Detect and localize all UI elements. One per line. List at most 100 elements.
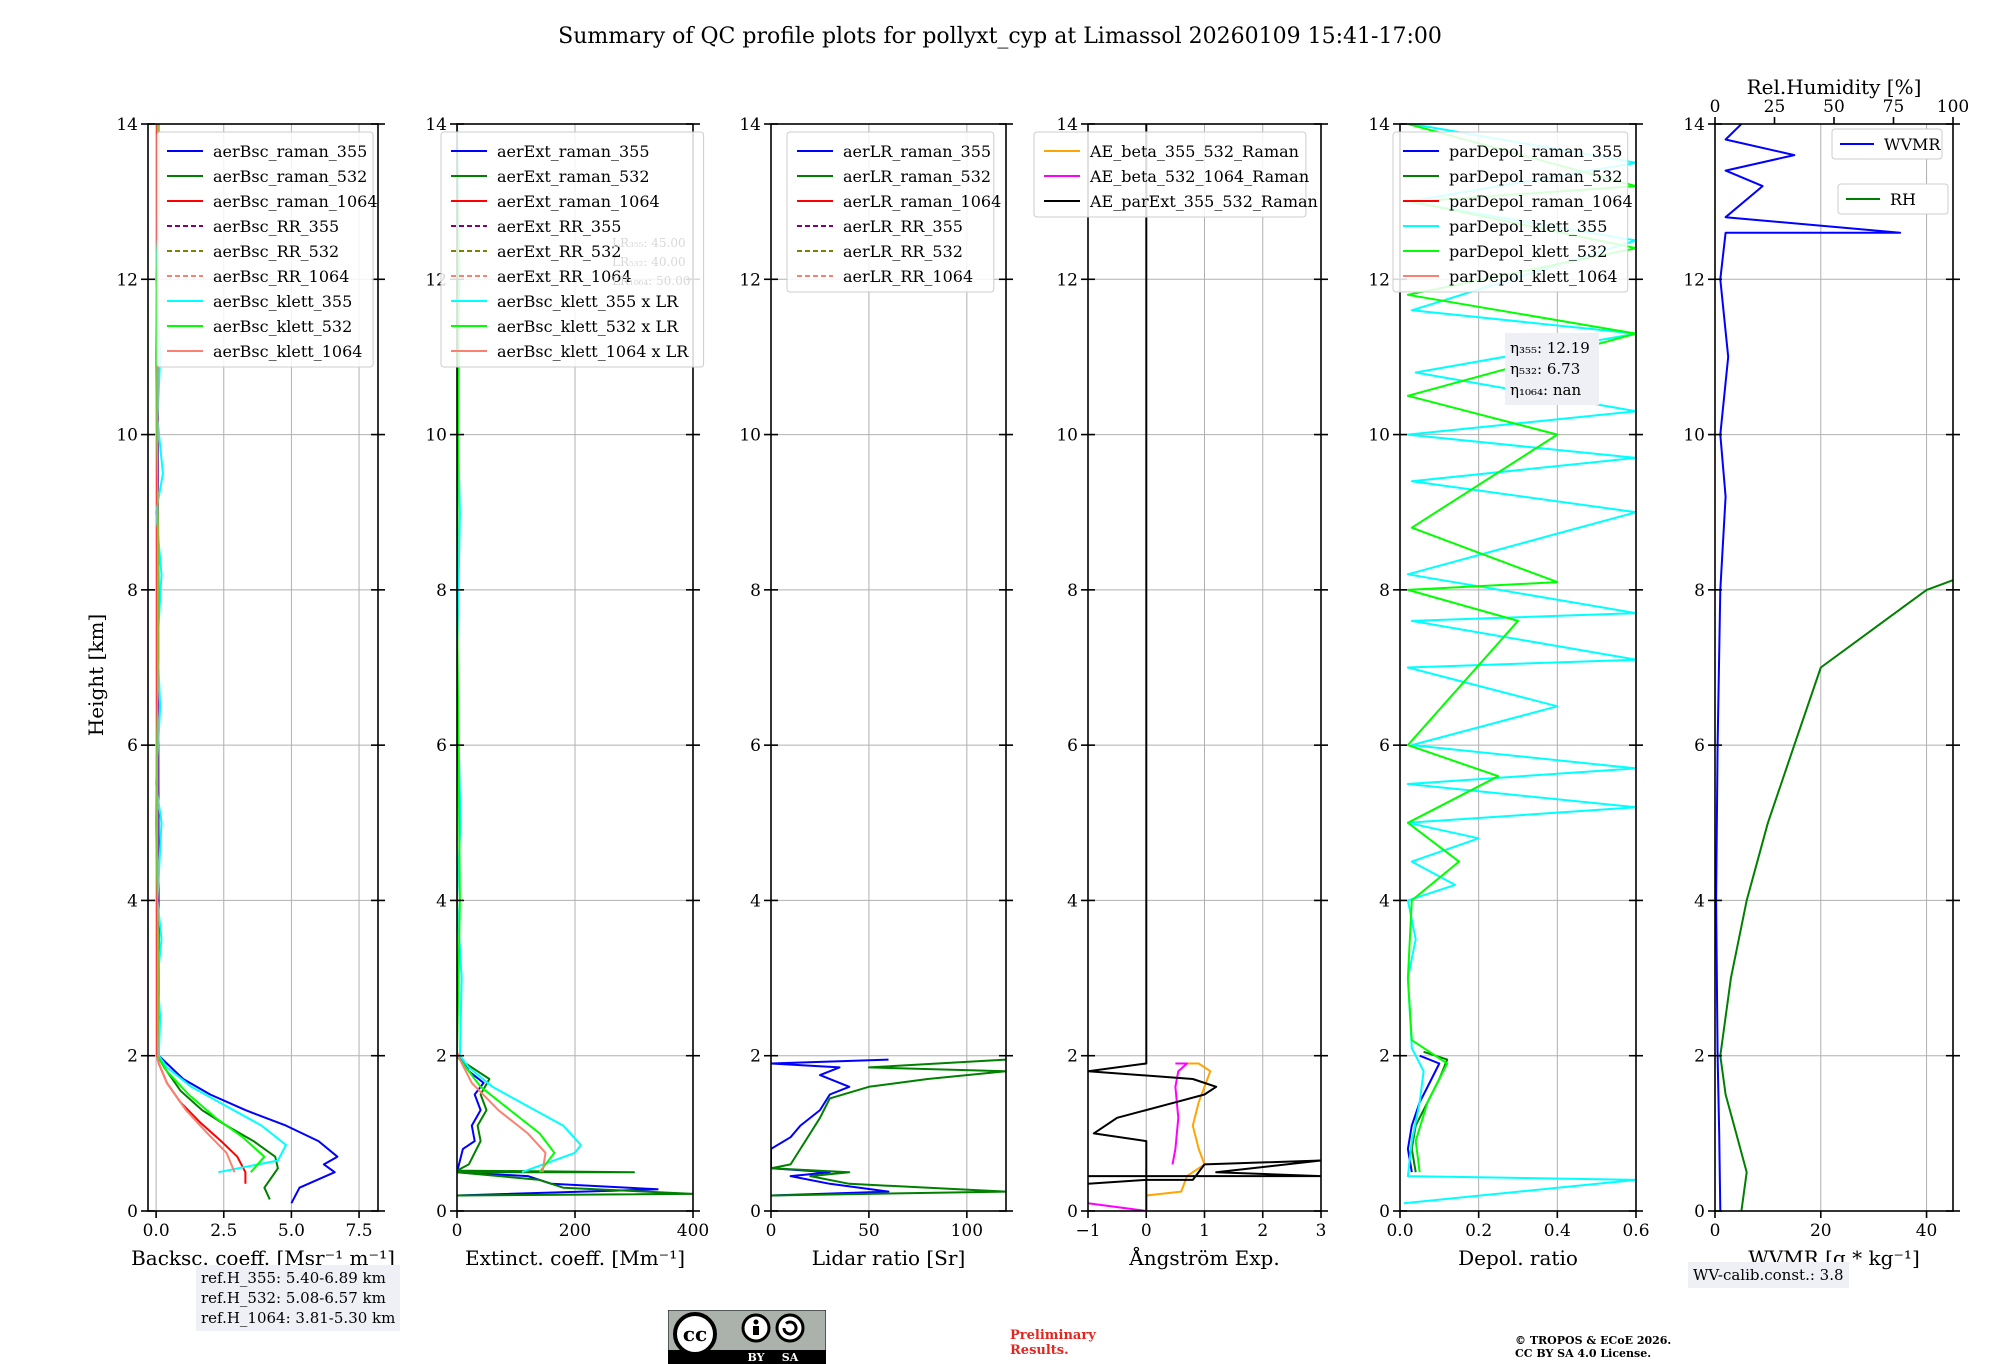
legend-label: parDepol_klett_532 (1449, 242, 1607, 261)
x-tick-label: 40 (1916, 1221, 1938, 1241)
x-tick-label: 0 (452, 1221, 463, 1241)
y-tick-label: 2 (1379, 1047, 1390, 1067)
legend-label: aerBsc_klett_355 (213, 292, 352, 311)
x-tick-label: 100 (951, 1221, 983, 1241)
svg-text:cc: cc (683, 1322, 707, 1346)
x-tick-label: 400 (677, 1221, 709, 1241)
ref-heights-box: ref.H_355: 5.40-6.89 km ref.H_532: 5.08-… (196, 1265, 401, 1331)
legend-box (1831, 128, 1943, 160)
x-tick-label: 0.4 (1544, 1221, 1571, 1241)
legend-label: aerBsc_klett_532 x LR (497, 317, 679, 336)
y-tick-label: 6 (1067, 736, 1078, 756)
y-tick-label: 10 (425, 426, 447, 446)
top-axis-label: Rel.Humidity [%] (1747, 75, 1922, 99)
y-tick-label: 6 (1379, 736, 1390, 756)
axes-frame (1714, 123, 1954, 1212)
x-axis-label: Extinct. coeff. [Mm⁻¹] (465, 1246, 685, 1270)
x-tick-label: 0.6 (1622, 1221, 1649, 1241)
legend-label: aerLR_RR_1064 (843, 267, 973, 286)
series-group (1715, 124, 1953, 1211)
series-line-AE_beta_532_1064_Raman_low (1088, 1202, 1147, 1211)
legend-box (1392, 131, 1629, 293)
axes-frame (147, 123, 379, 1212)
y-tick-label: 14 (1683, 115, 1705, 135)
top-tick-label: 50 (1823, 97, 1845, 117)
x-tick-label: 20 (1810, 1221, 1832, 1241)
legend-label: aerBsc_raman_355 (213, 142, 367, 161)
legend-label: aerBsc_klett_532 (213, 317, 352, 336)
y-tick-label: 10 (1683, 426, 1705, 446)
svg-text:SA: SA (782, 1351, 799, 1364)
legend-label: aerBsc_RR_1064 (213, 267, 349, 286)
legend-label: aerLR_raman_532 (843, 167, 991, 186)
x-axis-label: Ångström Exp. (1128, 1245, 1279, 1270)
x-tick-label: 2 (1257, 1221, 1268, 1241)
legend-box (1033, 131, 1307, 218)
series-line-aerBsc_klett_1064 x LR (457, 1051, 547, 1173)
legend-label: aerExt_RR_532 (497, 242, 621, 261)
series-line-AE_parExt_355_532_Raman (1088, 124, 1321, 1211)
series-line-AE_beta_355_532_Raman (1146, 1062, 1212, 1197)
legend-label: aerBsc_RR_532 (213, 242, 339, 261)
y-tick-label: 8 (1379, 581, 1390, 601)
series-group (771, 1058, 1006, 1197)
series-group (155, 124, 339, 1204)
x-axis-label: Lidar ratio [Sr] (812, 1246, 966, 1270)
series-line-aerLR_raman_532 (771, 1058, 1006, 1197)
legend-label: aerLR_raman_1064 (843, 192, 1001, 211)
x-tick-label: −1 (1075, 1221, 1100, 1241)
legend-label: parDepol_klett_355 (1449, 217, 1607, 236)
eta-box (1505, 333, 1599, 405)
series-line-RH (1719, 579, 1953, 1211)
legend-label: aerBsc_RR_355 (213, 217, 339, 236)
series-line-aerLR_raman_355 (771, 1058, 890, 1197)
y-tick-label: 2 (750, 1047, 761, 1067)
y-tick-label: 10 (739, 426, 761, 446)
legend-label: AE_parExt_355_532_Raman (1089, 192, 1318, 211)
y-tick-label: 10 (1056, 426, 1078, 446)
y-tick-label: 6 (127, 736, 138, 756)
x-tick-label: 1 (1199, 1221, 1210, 1241)
legend-label: parDepol_raman_1064 (1449, 192, 1633, 211)
eta-note: η₃₅₅: 12.19 (1510, 339, 1590, 357)
series-line-aerBsc_raman_355 (156, 124, 339, 1204)
legend-label: aerExt_raman_355 (497, 142, 650, 161)
legend-box (786, 131, 995, 293)
eta-note: η₁₀₆₄: nan (1510, 381, 1581, 399)
cc-by-sa-badge: cc BY SA (668, 1310, 826, 1364)
panel-3: 0 2 4 6 8 10 12 14 0 50 100 Lidar ratio [Sr] aerLR_r… (739, 115, 1013, 1270)
y-tick-label: 4 (127, 891, 138, 911)
x-tick-label: 0.2 (1465, 1221, 1492, 1241)
legend-label: parDepol_raman_355 (1449, 142, 1622, 161)
x-axis-label: Depol. ratio (1458, 1246, 1578, 1270)
preliminary-note: Preliminary Results. (1010, 1328, 1096, 1358)
legend-box (1837, 183, 1949, 215)
legend-label: aerLR_raman_355 (843, 142, 991, 161)
x-tick-label: 0 (1141, 1221, 1152, 1241)
share-alike-icon (775, 1313, 805, 1343)
x-tick-label: 50 (858, 1221, 880, 1241)
y-tick-label: 0 (750, 1202, 761, 1222)
y-tick-label: 4 (1067, 891, 1078, 911)
series-line-AE_beta_532_1064_Raman (1171, 1062, 1188, 1165)
top-tick-label: 0 (1710, 97, 1721, 117)
y-tick-label: 6 (436, 736, 447, 756)
x-tick-label: 5.0 (278, 1221, 305, 1241)
y-tick-label: 4 (1379, 891, 1390, 911)
y-tick-label: 12 (116, 270, 138, 290)
y-tick-label: 2 (127, 1047, 138, 1067)
legend-label: aerBsc_raman_1064 (213, 192, 378, 211)
x-tick-label: 0 (766, 1221, 777, 1241)
x-tick-label: 7.5 (346, 1221, 373, 1241)
copyright-note: © TROPOS & ECoE 2026. CC BY SA 4.0 Licen… (1515, 1334, 1672, 1360)
y-tick-label: 6 (750, 736, 761, 756)
y-tick-label: 8 (1067, 581, 1078, 601)
y-tick-label: 8 (750, 581, 761, 601)
legend-label: parDepol_klett_1064 (1449, 267, 1618, 286)
x-tick-label: 0 (1710, 1221, 1721, 1241)
y-tick-label: 8 (436, 581, 447, 601)
x-tick-label: 0.0 (1386, 1221, 1413, 1241)
